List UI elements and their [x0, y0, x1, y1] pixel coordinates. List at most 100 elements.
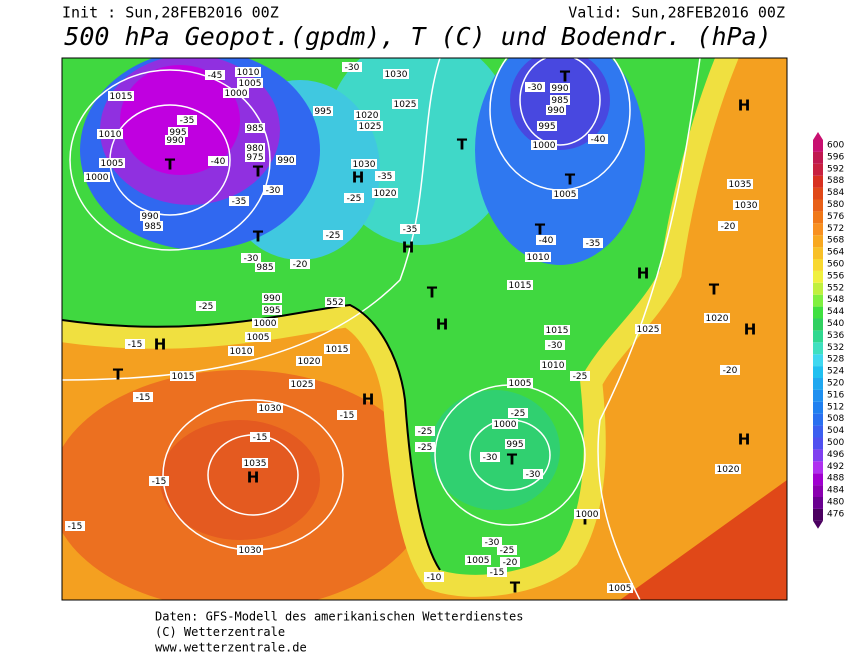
contour-label: -30	[345, 63, 360, 73]
label-box	[250, 432, 270, 442]
label-box	[165, 135, 185, 145]
colorbar-label: 596	[827, 152, 844, 162]
label-box	[550, 83, 570, 93]
colorbar-label: 600	[827, 141, 844, 151]
pressure-center: H	[738, 431, 751, 449]
label-box	[354, 110, 380, 120]
colorbar-label: 488	[827, 474, 844, 484]
color-swatch	[813, 247, 823, 259]
contour-label: 1020	[298, 357, 321, 367]
colorbar-label: 564	[827, 248, 844, 258]
contour-label: -35	[586, 239, 601, 249]
label-box	[229, 196, 249, 206]
label-box	[357, 121, 383, 131]
label-box	[252, 318, 278, 328]
pressure-center: H	[247, 469, 260, 487]
map-frame	[61, 57, 788, 601]
label-box	[133, 392, 153, 402]
contour-label: -25	[500, 546, 515, 556]
contour-label: 990	[263, 294, 280, 304]
label-box	[588, 134, 608, 144]
color-swatch	[813, 223, 823, 236]
pressure-center: H	[154, 336, 167, 354]
contour-label: -45	[208, 71, 223, 81]
color-swatch	[813, 473, 823, 486]
label-box	[351, 159, 377, 169]
contour-label: 1005	[609, 584, 632, 594]
pressure-center: H	[362, 391, 375, 409]
color-swatch	[813, 270, 823, 283]
colorbar-label: 480	[827, 498, 844, 508]
contour-label: -10	[427, 573, 442, 583]
contour-label: 990	[277, 156, 294, 166]
label-box	[715, 464, 741, 474]
contour-label: -20	[503, 558, 518, 568]
label-box	[149, 476, 169, 486]
color-swatch	[813, 294, 823, 307]
pressure-center: T	[113, 366, 124, 384]
contour-label: 995	[263, 306, 280, 316]
colorbar-label: 536	[827, 331, 844, 341]
label-box	[550, 95, 570, 105]
contour-label: 1005	[239, 79, 262, 89]
label-box	[375, 171, 395, 181]
label-box	[125, 339, 145, 349]
contour-label: -15	[340, 411, 355, 421]
color-swatch	[813, 140, 823, 152]
contour-label: -25	[511, 409, 526, 419]
contour-label: -40	[539, 236, 554, 246]
label-box	[415, 426, 435, 436]
colorbar-label: 484	[827, 486, 844, 496]
contour-label: 1005	[509, 379, 532, 389]
contour-label: 990	[166, 136, 183, 146]
label-box	[523, 469, 543, 479]
color-swatch	[813, 318, 823, 331]
label-box	[276, 155, 296, 165]
contour-label: 1015	[326, 345, 349, 355]
label-box	[424, 572, 444, 582]
label-box	[574, 509, 600, 519]
contour-label: 1030	[385, 70, 408, 80]
label-box	[487, 567, 507, 577]
contour-label: -30	[483, 453, 498, 463]
label-box	[344, 193, 364, 203]
contour-label: 1010	[230, 347, 253, 357]
colorbar-label: 520	[827, 379, 844, 389]
pressure-center: T	[427, 284, 438, 302]
title: 500 hPa Geopot.(gpdm), T (C) und Bodendr…	[64, 22, 771, 51]
label-box	[704, 313, 730, 323]
label-box	[536, 235, 556, 245]
colorbar-label: 592	[827, 164, 844, 174]
contour-label: 990	[551, 84, 568, 94]
label-box	[525, 252, 551, 262]
label-box	[465, 555, 491, 565]
label-box	[208, 156, 228, 166]
label-box	[263, 185, 283, 195]
pressure-center: H	[352, 169, 365, 187]
label-box	[296, 356, 322, 366]
label-box	[720, 365, 740, 375]
contour-label: 985	[144, 222, 161, 232]
contour-label: -15	[68, 522, 83, 532]
contour-label: -35	[232, 197, 247, 207]
label-box	[727, 179, 753, 189]
label-box	[205, 70, 225, 80]
label-box	[505, 439, 525, 449]
trough-core	[430, 390, 560, 510]
colorbar-label: 500	[827, 438, 844, 448]
contour-label: 552	[326, 298, 343, 308]
label-box	[223, 88, 249, 98]
colorbar-label: 512	[827, 402, 844, 412]
contour-label: -15	[152, 477, 167, 487]
color-swatch	[813, 378, 823, 390]
contour-label: 1000	[494, 420, 517, 430]
label-box	[500, 557, 520, 567]
contour-label: 1025	[291, 380, 314, 390]
colorbar-end	[813, 132, 823, 140]
label-box	[177, 115, 197, 125]
colorbar-label: 568	[827, 236, 844, 246]
pressure-center: T	[253, 228, 264, 246]
label-box	[531, 140, 557, 150]
contour-label: 1000	[576, 510, 599, 520]
